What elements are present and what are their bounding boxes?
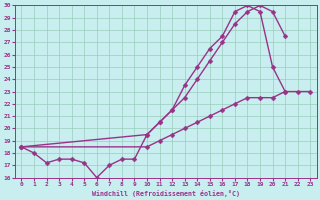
X-axis label: Windchill (Refroidissement éolien,°C): Windchill (Refroidissement éolien,°C) xyxy=(92,190,240,197)
